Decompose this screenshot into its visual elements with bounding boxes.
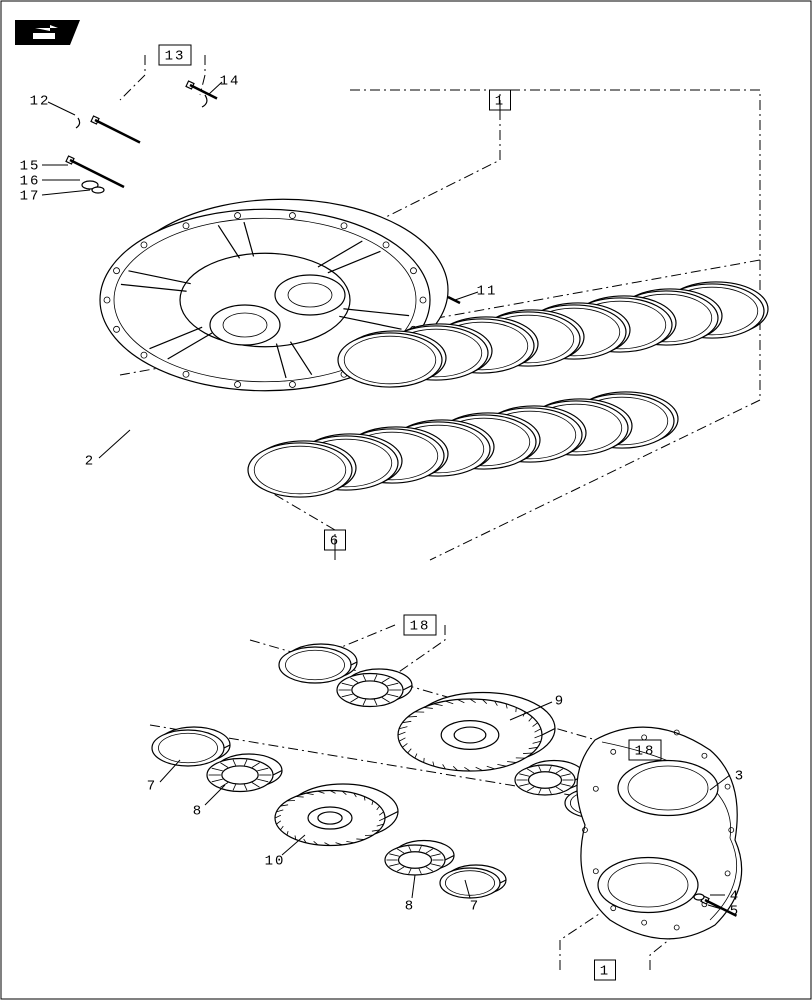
callout-9: 9 [555, 694, 565, 710]
callout-text: 10 [265, 854, 286, 870]
callout-6: 6 [325, 530, 346, 550]
callout-12: 12 [30, 94, 51, 110]
callout-text: 2 [85, 454, 95, 470]
callout-11: 11 [477, 284, 498, 300]
callout-text: 18 [410, 619, 431, 635]
callout-1: 1 [595, 960, 616, 980]
callout-8: 8 [405, 899, 415, 915]
callout-3: 3 [735, 769, 745, 785]
part-gear-small [275, 784, 398, 846]
callout-text: 11 [477, 284, 498, 300]
callout-text: 15 [20, 159, 41, 175]
callout-7: 7 [147, 779, 157, 795]
callout-text: 16 [20, 174, 41, 190]
callout-text: 7 [147, 779, 157, 795]
callout-text: 8 [193, 804, 203, 820]
callout-text: 12 [30, 94, 51, 110]
callout-7: 7 [470, 899, 480, 915]
callout-text: 17 [20, 189, 41, 205]
callout-13: 13 [159, 45, 191, 65]
callout-text: 8 [405, 899, 415, 915]
callout-10: 10 [265, 854, 286, 870]
callout-text: 6 [330, 534, 340, 550]
callout-1: 1 [490, 90, 511, 110]
callout-text: 14 [220, 74, 241, 90]
exploded-diagram: 11234567788910111213141516171818 [0, 0, 812, 1000]
callout-8: 8 [193, 804, 203, 820]
callout-16: 16 [20, 174, 41, 190]
callout-4: 4 [730, 889, 740, 905]
callout-text: 13 [165, 49, 186, 65]
callout-18: 18 [404, 615, 436, 635]
callout-text: 18 [635, 744, 656, 760]
callout-text: 1 [600, 964, 610, 980]
part-shim-stack-lower [248, 392, 678, 497]
callout-2: 2 [85, 454, 95, 470]
callout-text: 7 [470, 899, 480, 915]
part-gear-large [398, 693, 555, 772]
callout-text: 9 [555, 694, 565, 710]
callout-text: 1 [495, 94, 505, 110]
callout-15: 15 [20, 159, 41, 175]
callout-17: 17 [20, 189, 41, 205]
callout-14: 14 [220, 74, 241, 90]
callout-text: 3 [735, 769, 745, 785]
callout-5: 5 [730, 904, 740, 920]
corner-tag-icon [15, 20, 80, 45]
callout-text: 4 [730, 889, 740, 905]
callout-text: 5 [730, 904, 740, 920]
